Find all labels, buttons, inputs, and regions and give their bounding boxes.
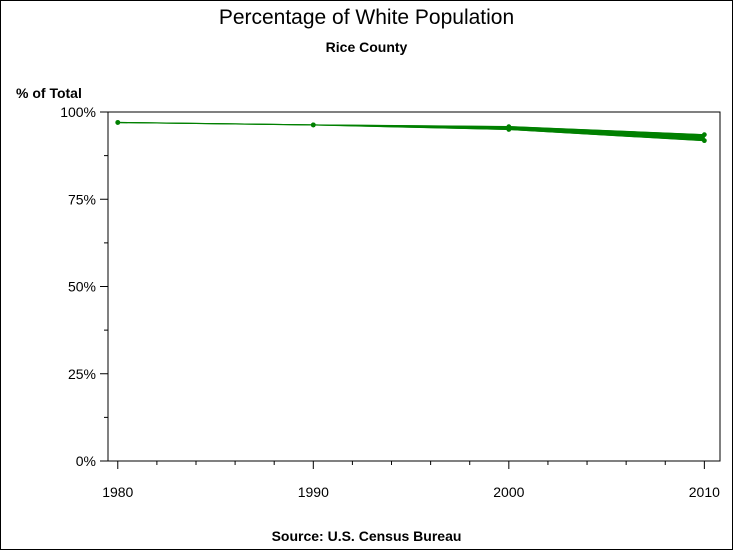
- x-tick-label: 2010: [689, 484, 720, 500]
- x-tick-label: 1980: [102, 484, 133, 500]
- data-point: [506, 127, 512, 132]
- data-point: [701, 132, 707, 138]
- plot-area-border: [107, 111, 721, 462]
- x-tick-label: 2000: [493, 484, 524, 500]
- y-ticks: 0% 25% 50% 75% 100%: [60, 104, 108, 469]
- y-tick-label: 0%: [76, 453, 96, 469]
- y-tick-label: 100%: [60, 104, 96, 120]
- y-tick-label: 50%: [68, 279, 96, 295]
- data-point: [701, 138, 707, 144]
- axes: [107, 111, 721, 462]
- y-tick-label: 75%: [68, 191, 96, 207]
- y-axis-label: % of Total: [16, 85, 82, 101]
- source-footnote: Source: U.S. Census Bureau: [271, 528, 462, 544]
- series-line: [117, 121, 705, 142]
- chart-title: Percentage of White Population: [218, 6, 515, 29]
- y-tick-label: 25%: [68, 366, 96, 382]
- series-marks: [115, 120, 707, 144]
- chart-subtitle: Rice County: [325, 39, 408, 55]
- data-point: [310, 122, 316, 128]
- x-tick-label: 1990: [298, 484, 329, 500]
- data-point: [115, 120, 121, 125]
- x-ticks: 1980 1990 2000 2010: [102, 461, 720, 500]
